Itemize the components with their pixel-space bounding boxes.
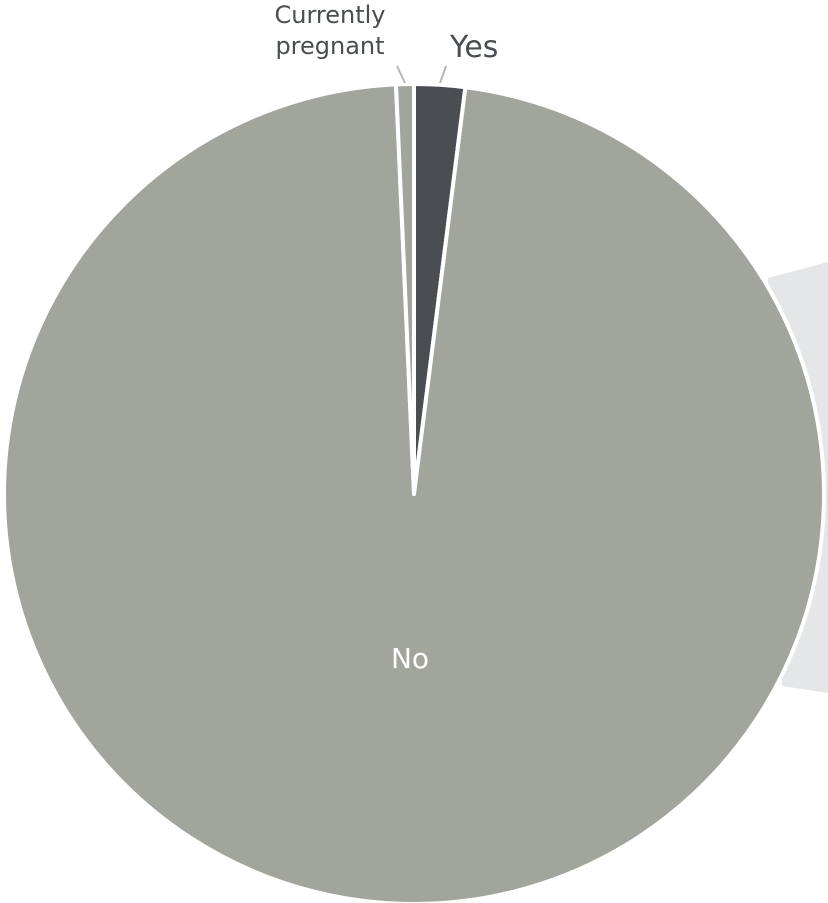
leader-line-yes xyxy=(439,65,447,84)
slice-label-yes: Yes xyxy=(449,30,498,65)
slice-label-no: No xyxy=(391,642,429,675)
pie-slice-currently-pregnant xyxy=(393,82,416,496)
leader-line-currently-pregnant xyxy=(396,65,406,84)
pie-slice-no xyxy=(2,82,826,903)
pie-slices xyxy=(2,82,826,903)
slice-label-currently-pregnant-line1: Currently xyxy=(274,1,385,29)
slice-label-currently-pregnant-line2: pregnant xyxy=(275,32,384,60)
